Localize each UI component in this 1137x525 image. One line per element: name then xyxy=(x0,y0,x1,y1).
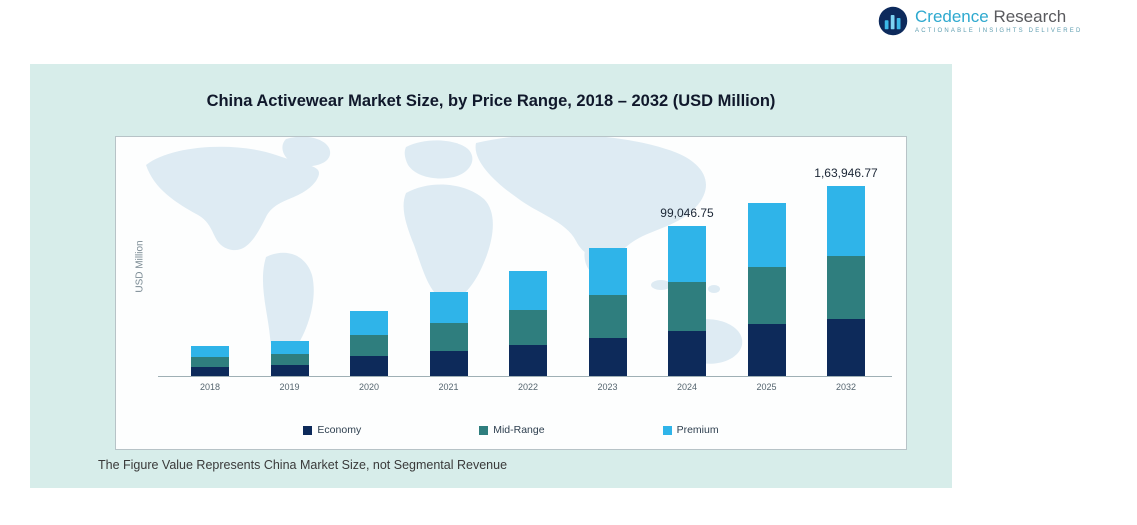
bar-segment-economy xyxy=(350,356,388,376)
bar-segment-mid-range xyxy=(668,281,706,332)
x-tick-2025: 2025 xyxy=(756,382,777,392)
chart-panel: China Activewear Market Size, by Price R… xyxy=(30,64,952,488)
bar-2020 xyxy=(350,311,388,376)
legend-label-premium: Premium xyxy=(676,424,719,436)
bar-segment-premium xyxy=(429,292,468,324)
x-tick-2020: 2020 xyxy=(358,382,380,392)
bar-2024 xyxy=(668,226,706,376)
bar-segment-mid-range xyxy=(350,334,388,357)
x-tick-2021: 2021 xyxy=(438,382,459,392)
bar-segment-premium xyxy=(191,346,229,358)
bar-segment-economy xyxy=(668,331,706,376)
chart-footnote: The Figure Value Represents China Market… xyxy=(98,458,508,472)
logo-text: Credence Research Actionable Insights De… xyxy=(915,6,1083,34)
bar-segment-premium xyxy=(588,248,627,296)
bar-segment-economy xyxy=(827,318,865,376)
bar-segment-mid-range xyxy=(270,353,309,366)
legend-label-mid-range: Mid-Range xyxy=(493,424,545,436)
bar-segment-mid-range xyxy=(509,309,547,345)
logo-bar-chart-icon xyxy=(878,6,908,36)
bar-segment-premium xyxy=(747,203,786,267)
bar-segment-mid-range xyxy=(588,295,627,338)
bar-segment-mid-range xyxy=(827,256,865,319)
bar-segment-economy xyxy=(747,324,786,376)
bar-2022 xyxy=(509,271,547,376)
x-axis-line xyxy=(158,376,892,377)
bar-2032 xyxy=(827,186,865,376)
legend-item-mid-range: Mid-Range xyxy=(479,424,545,436)
bar-segment-premium xyxy=(350,311,388,335)
bar-2019 xyxy=(270,341,309,376)
bar-segment-mid-range xyxy=(191,357,229,367)
bar-2021 xyxy=(429,292,468,376)
bar-segment-economy xyxy=(429,350,468,376)
legend-swatch-premium xyxy=(662,425,672,435)
bar-segment-mid-range xyxy=(747,266,786,325)
legend: Economy Mid-Range Premium xyxy=(116,424,906,436)
legend-item-premium: Premium xyxy=(662,424,719,436)
legend-swatch-mid-range xyxy=(479,425,489,435)
bar-segment-economy xyxy=(509,344,547,376)
x-tick-2019: 2019 xyxy=(279,382,300,392)
bar-segment-premium xyxy=(270,341,309,354)
bars-layer: 2018 2019 2020 2021 2022 2023 2024 2025 2032 99,0… xyxy=(116,137,906,449)
legend-item-economy: Economy xyxy=(303,424,361,436)
plot-area: USD Million 2018 2019 2020 2021 2022 2023 2024… xyxy=(115,136,907,450)
brand-name-primary: Credence xyxy=(915,6,989,26)
brand-tagline: Actionable Insights Delivered xyxy=(915,27,1083,34)
bar-segment-mid-range xyxy=(429,323,468,351)
data-label-2032: 1,63,946.77 xyxy=(814,166,878,180)
bar-segment-premium xyxy=(668,226,706,282)
chart-title: China Activewear Market Size, by Price R… xyxy=(206,92,776,110)
legend-swatch-economy xyxy=(303,425,313,435)
bar-segment-premium xyxy=(827,186,865,257)
bar-segment-premium xyxy=(509,271,547,310)
x-tick-2024: 2024 xyxy=(676,382,698,392)
x-tick-2022: 2022 xyxy=(517,382,539,392)
bar-2018 xyxy=(191,346,229,376)
x-tick-2018: 2018 xyxy=(199,382,221,392)
legend-label-economy: Economy xyxy=(317,424,362,436)
bar-2023 xyxy=(588,248,627,376)
x-tick-2032: 2032 xyxy=(835,382,857,392)
bar-segment-economy xyxy=(191,366,229,376)
brand-name: Credence Research xyxy=(915,6,1083,26)
bar-segment-economy xyxy=(588,337,627,376)
brand-name-secondary: Research xyxy=(993,6,1067,26)
bar-segment-economy xyxy=(270,365,309,376)
data-label-2024: 99,046.75 xyxy=(660,206,714,220)
x-tick-2023: 2023 xyxy=(597,382,618,392)
credence-research-logo: Credence Research Actionable Insights De… xyxy=(878,6,1083,36)
bar-2025 xyxy=(747,203,786,376)
